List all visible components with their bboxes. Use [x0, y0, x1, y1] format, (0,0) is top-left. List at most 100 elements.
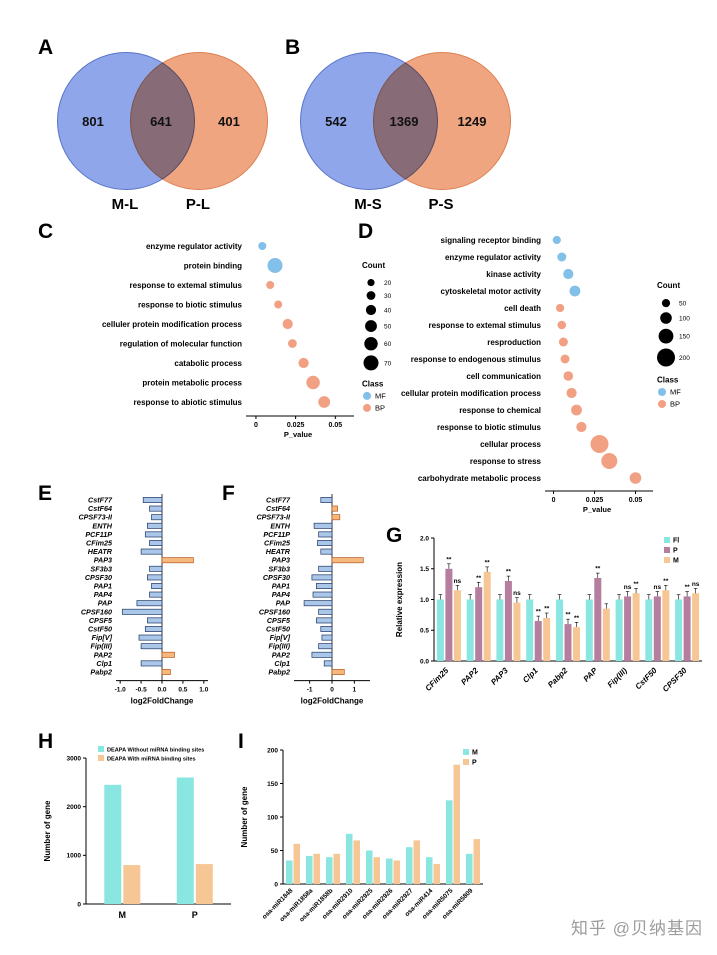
svg-text:Clp1: Clp1: [521, 666, 540, 685]
go-dotplot-short: signaling receptor binding enzyme regulat…: [365, 226, 710, 536]
svg-text:1000: 1000: [67, 853, 82, 860]
svg-text:PAP2: PAP2: [272, 650, 290, 659]
svg-text:cellular process: cellular process: [480, 440, 541, 449]
svg-text:DEAPA With miRNA binding sites: DEAPA With miRNA binding sites: [107, 757, 196, 763]
panel-label-d: D: [358, 220, 374, 243]
svg-text:carbohydrate metabolic process: carbohydrate metabolic process: [418, 474, 542, 483]
dot-bp: [571, 404, 582, 416]
svg-text:CstF77: CstF77: [266, 496, 291, 505]
svg-text:**: **: [544, 606, 550, 613]
svg-text:CPSF5: CPSF5: [267, 616, 291, 625]
bar-Fl: [675, 599, 683, 661]
svg-text:Fip(III): Fip(III): [90, 642, 112, 651]
bar-DEAPA Without miRNA binding sites: [176, 777, 194, 904]
svg-text:-0.5: -0.5: [135, 687, 147, 694]
svg-text:Pabp2: Pabp2: [546, 666, 570, 690]
dot-bp: [558, 337, 568, 347]
bar-P: [453, 764, 460, 884]
F-svg: CstF77CstF64CPSF73-IIENTHPCF11PCFim25HEA…: [256, 493, 370, 706]
svg-text:ENTH: ENTH: [270, 521, 290, 530]
panel-label-g: G: [386, 524, 403, 547]
bar-P: [353, 840, 360, 884]
svg-text:CstF50: CstF50: [88, 625, 112, 634]
svg-text:1.0: 1.0: [420, 597, 429, 604]
dot-mf: [557, 252, 567, 262]
fc-bar: [331, 505, 338, 512]
svg-text:MF: MF: [375, 391, 386, 400]
fc-bar: [331, 557, 364, 564]
fc-bar: [311, 651, 333, 658]
svg-text:Fip[V]: Fip[V]: [270, 633, 291, 642]
svg-text:response to abiotic stimulus: response to abiotic stimulus: [134, 398, 243, 407]
bar-P: [433, 863, 440, 884]
fc-bar: [147, 522, 163, 529]
svg-text:0: 0: [274, 881, 278, 888]
panel-label-a: A: [38, 36, 54, 59]
svg-text:Clp1: Clp1: [274, 659, 290, 668]
svg-text:response to extemal stimulus: response to extemal stimulus: [130, 281, 243, 290]
dot-bp: [563, 371, 574, 381]
dot-mf: [563, 268, 574, 280]
svg-text:Number of gene: Number of gene: [43, 800, 52, 861]
legend-swatch-Fl: [664, 537, 670, 543]
svg-text:CFim25: CFim25: [264, 539, 291, 548]
svg-text:M: M: [472, 750, 478, 757]
venn-overlap-count: 641: [150, 114, 172, 129]
log2fc-barplot-2: CstF77 CstF64 CPSF73-II ENTH PCF11P CFim25 HEA…: [222, 490, 374, 723]
svg-text:200: 200: [267, 747, 278, 754]
fc-bar: [313, 522, 333, 529]
svg-text:0.05: 0.05: [629, 497, 643, 504]
panel-label-i: I: [238, 730, 244, 753]
fc-bar: [321, 634, 333, 641]
svg-text:0: 0: [254, 422, 258, 429]
fc-bar: [149, 505, 163, 512]
bar-M: [662, 590, 670, 661]
svg-text:kinase activity: kinase activity: [486, 270, 541, 279]
fc-bar: [144, 531, 163, 538]
svg-text:0.0: 0.0: [157, 687, 166, 694]
svg-text:1.5: 1.5: [420, 566, 429, 573]
svg-text:enzyme regulator activity: enzyme regulator activity: [445, 253, 542, 262]
fc-bar: [317, 540, 333, 546]
fc-bar: [121, 608, 163, 615]
bar-M: [692, 593, 700, 661]
bar-P: [333, 853, 340, 884]
fc-bar: [318, 565, 333, 572]
fc-bar: [140, 660, 163, 667]
svg-text:response to biotic stimulus: response to biotic stimulus: [138, 301, 243, 310]
bar-Fl: [496, 599, 504, 661]
svg-text:PAP2: PAP2: [94, 650, 112, 659]
svg-text:PAP3: PAP3: [489, 666, 510, 687]
bar-Fl: [556, 599, 563, 661]
svg-text:HEATR: HEATR: [266, 547, 291, 556]
dot-bp: [556, 303, 565, 313]
bar-M: [326, 857, 333, 884]
svg-text:0.025: 0.025: [287, 422, 305, 429]
fc-bar: [147, 617, 163, 624]
svg-text:CPSF160: CPSF160: [259, 607, 290, 616]
svg-text:150: 150: [267, 781, 278, 788]
svg-text:response to extemal stimulus: response to extemal stimulus: [429, 321, 542, 330]
venn-diagram-ms-ps: 542 1369 1249 M-S P-S: [300, 52, 511, 222]
svg-text:0.5: 0.5: [420, 628, 429, 635]
deapa-mirna-barplot: 0 1000 2000 3000 Number of gene M P DEAPA Witho…: [36, 736, 244, 949]
svg-text:100: 100: [267, 814, 278, 821]
svg-text:cell communication: cell communication: [466, 372, 541, 381]
svg-text:P_value: P_value: [284, 430, 312, 439]
svg-text:100: 100: [679, 316, 690, 323]
svg-text:enzyme regulator activity: enzyme regulator activity: [146, 242, 243, 251]
svg-text:CstF64: CstF64: [88, 504, 112, 513]
venn-right-label: P-L: [185, 196, 211, 213]
bar-P: [293, 843, 300, 884]
bar-M: [483, 571, 491, 661]
svg-text:150: 150: [679, 334, 690, 341]
svg-text:0.0: 0.0: [420, 658, 429, 665]
bar-P: [313, 853, 320, 884]
svg-text:70: 70: [384, 360, 392, 367]
legend-swatch-P: [463, 759, 469, 765]
legend-swatch-M: [463, 749, 469, 755]
venn-overlap-count: 1369: [389, 114, 419, 129]
fc-bar: [161, 557, 194, 564]
